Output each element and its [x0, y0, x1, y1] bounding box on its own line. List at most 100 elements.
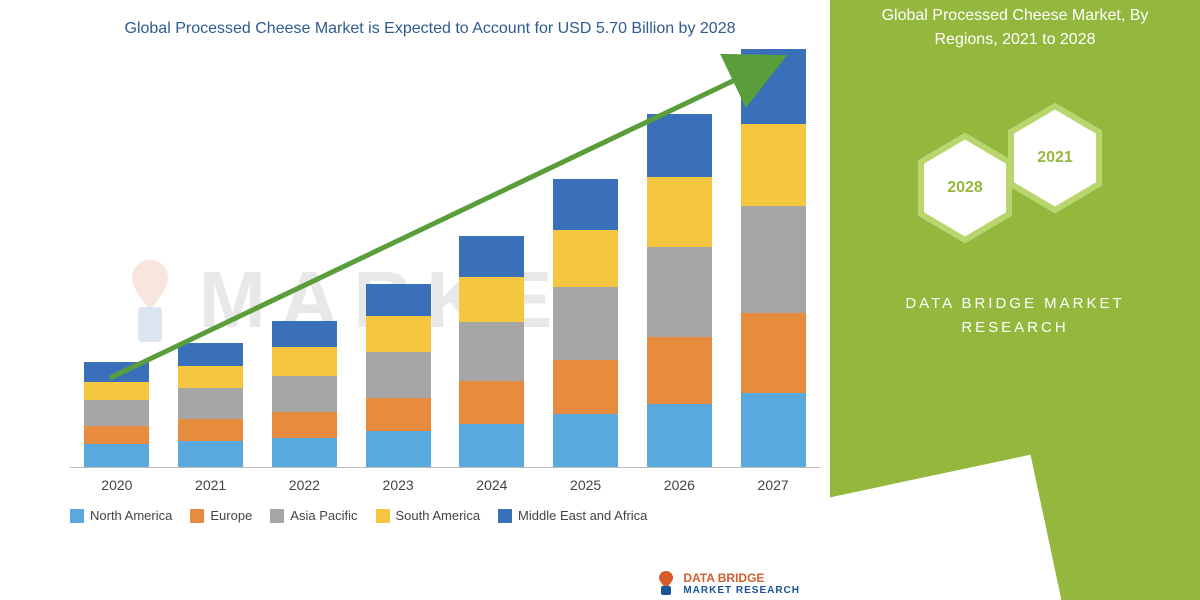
x-axis-label: 2025 — [551, 477, 621, 493]
chart-panel: Global Processed Cheese Market is Expect… — [0, 0, 830, 600]
bar-stack — [178, 343, 243, 467]
bar-segment — [647, 114, 712, 178]
x-axis: 2020 2021 2022 2023 2024 2025 2026 2027 — [70, 477, 820, 493]
bar-segment — [741, 393, 806, 467]
x-axis-label: 2021 — [176, 477, 246, 493]
panel-decoration — [830, 455, 1064, 600]
bar-segment — [459, 424, 524, 467]
legend-swatch — [376, 509, 390, 523]
side-panel-title: Global Processed Cheese Market, By Regio… — [830, 0, 1200, 72]
legend-swatch — [498, 509, 512, 523]
x-axis-label: 2022 — [269, 477, 339, 493]
brand-text: DATA BRIDGE MARKET RESEARCH — [905, 292, 1124, 340]
legend-item: Europe — [190, 508, 252, 523]
legend-swatch — [270, 509, 284, 523]
bar-segment — [84, 426, 149, 444]
footer-logo: DATA BRIDGE MARKET RESEARCH — [655, 570, 800, 596]
bar-segment — [647, 177, 712, 247]
bar-stack — [553, 179, 618, 467]
x-axis-label: 2026 — [644, 477, 714, 493]
bars-container — [70, 48, 820, 468]
bar-stack — [272, 321, 337, 467]
bar-stack — [459, 236, 524, 467]
bar-segment — [741, 313, 806, 393]
x-axis-label: 2020 — [82, 477, 152, 493]
bar-segment — [272, 438, 337, 467]
chart-title: Global Processed Cheese Market is Expect… — [40, 20, 820, 38]
bar-group — [82, 362, 152, 468]
bar-segment — [459, 236, 524, 277]
footer-sub: MARKET RESEARCH — [683, 585, 800, 596]
bar-segment — [366, 398, 431, 431]
legend-label: South America — [396, 508, 481, 523]
bar-segment — [178, 366, 243, 389]
bar-segment — [741, 124, 806, 206]
bar-segment — [178, 388, 243, 419]
main-container: Global Processed Cheese Market is Expect… — [0, 0, 1200, 600]
bar-group — [457, 236, 527, 467]
bar-segment — [272, 376, 337, 412]
bar-segment — [366, 316, 431, 352]
bar-group — [363, 284, 433, 467]
bar-group — [738, 49, 808, 467]
bar-segment — [741, 206, 806, 314]
bar-segment — [366, 352, 431, 398]
bar-segment — [553, 179, 618, 230]
x-axis-label: 2024 — [457, 477, 527, 493]
bar-segment — [741, 49, 806, 124]
chart-plot-area: 20202021202220232024202520262027 — [40, 48, 820, 468]
bar-stack — [647, 114, 712, 467]
bar-segment — [366, 431, 431, 467]
legend-label: North America — [90, 508, 172, 523]
bar-stack — [741, 49, 806, 467]
x-axis-label: 2027 — [738, 477, 808, 493]
side-panel: Global Processed Cheese Market, By Regio… — [830, 0, 1200, 600]
bar-segment — [178, 441, 243, 467]
bar-segment — [553, 414, 618, 467]
bar-segment — [553, 287, 618, 361]
bar-segment — [84, 362, 149, 382]
bar-group — [551, 179, 621, 467]
brand-line-1: DATA BRIDGE MARKET — [905, 295, 1124, 312]
hex-label-2028: 2028 — [947, 179, 983, 197]
legend-label: Europe — [210, 508, 252, 523]
hex-label-2021: 2021 — [1037, 149, 1073, 167]
hexagon-2021: 2021 — [1005, 102, 1105, 214]
bar-segment — [459, 381, 524, 424]
footer-brand: DATA BRIDGE — [683, 571, 764, 585]
bar-segment — [84, 400, 149, 426]
hexagon-group: 2028 2021 — [915, 102, 1115, 242]
footer-text: DATA BRIDGE MARKET RESEARCH — [683, 571, 800, 596]
bar-stack — [366, 284, 431, 467]
hexagon-2028: 2028 — [915, 132, 1015, 244]
bar-group — [176, 343, 246, 467]
bar-segment — [553, 230, 618, 286]
legend-item: Middle East and Africa — [498, 508, 647, 523]
bar-segment — [647, 404, 712, 468]
legend-swatch — [70, 509, 84, 523]
legend-label: Middle East and Africa — [518, 508, 647, 523]
bar-segment — [553, 360, 618, 413]
bar-segment — [459, 277, 524, 322]
bar-segment — [647, 247, 712, 337]
x-axis-label: 2023 — [363, 477, 433, 493]
bar-segment — [647, 337, 712, 404]
legend-item: South America — [376, 508, 481, 523]
brand-line-2: RESEARCH — [961, 319, 1068, 336]
footer-logo-icon — [655, 570, 677, 596]
bar-group — [644, 114, 714, 467]
bar-segment — [84, 444, 149, 467]
bar-segment — [272, 321, 337, 348]
bar-segment — [178, 343, 243, 366]
bar-segment — [84, 382, 149, 400]
bar-stack — [84, 362, 149, 468]
bar-segment — [178, 419, 243, 442]
bar-segment — [272, 347, 337, 376]
chart-legend: North America Europe Asia Pacific South Ame… — [70, 508, 820, 523]
bar-segment — [366, 284, 431, 317]
corner-decoration — [0, 0, 25, 25]
bar-segment — [459, 322, 524, 381]
legend-label: Asia Pacific — [290, 508, 357, 523]
legend-swatch — [190, 509, 204, 523]
bar-group — [269, 321, 339, 467]
